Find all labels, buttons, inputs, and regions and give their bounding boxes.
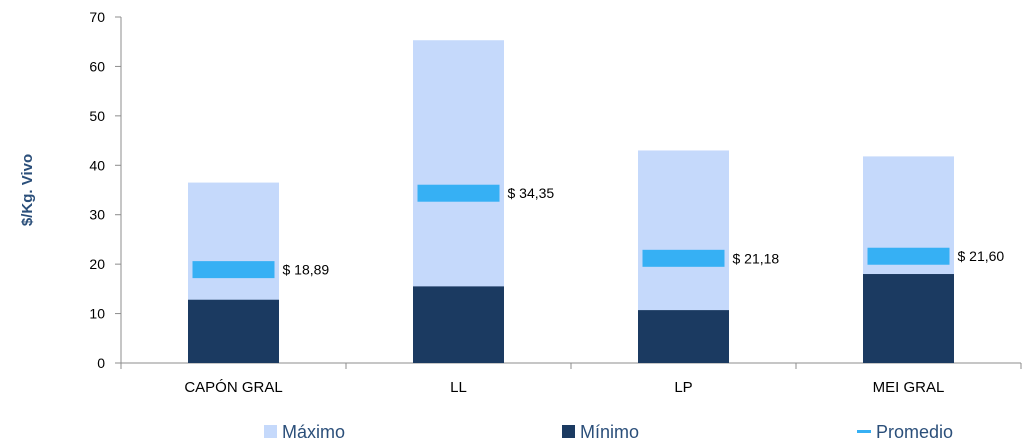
mark-promedio <box>192 261 275 279</box>
data-label: $ 18,89 <box>283 262 330 278</box>
y-tick-label: 20 <box>89 256 105 272</box>
y-tick-label: 70 <box>89 9 105 25</box>
mark-promedio <box>867 247 950 265</box>
legend-swatch-promedio <box>857 430 871 433</box>
legend-label-minimo: Mínimo <box>580 422 639 442</box>
data-label: $ 34,35 <box>508 185 555 201</box>
legend-label-maximo: Máximo <box>282 422 345 442</box>
series-minimo-bars <box>188 274 954 363</box>
data-labels: $ 18,89 $ 34,35 $ 21,18 $ 21,60 <box>283 185 1005 277</box>
x-ticks <box>120 363 1022 369</box>
bar-minimo <box>863 274 954 363</box>
y-tick-label: 30 <box>89 207 105 223</box>
legend-swatch-maximo <box>264 425 277 438</box>
data-label: $ 21,60 <box>958 248 1005 264</box>
y-axis-label: $/Kg. Vivo <box>19 154 36 226</box>
mark-promedio <box>417 184 500 202</box>
x-tick-label: LP <box>674 379 692 396</box>
y-tick-label: 40 <box>89 157 105 173</box>
x-tick-label: CAPÓN GRAL <box>184 379 282 396</box>
y-tick-label: 0 <box>97 355 105 371</box>
bar-minimo <box>638 310 729 363</box>
legend: Máximo Mínimo Promedio <box>264 422 953 442</box>
y-tick-label: 10 <box>89 306 105 322</box>
legend-label-promedio: Promedio <box>876 422 953 442</box>
y-ticks: 0 10 20 30 40 50 60 70 <box>89 9 121 371</box>
series-maximo-bars <box>188 40 954 363</box>
x-tick-label: LL <box>450 379 467 396</box>
legend-swatch-minimo <box>562 425 575 438</box>
y-tick-label: 50 <box>89 108 105 124</box>
series-promedio-marks <box>192 184 950 279</box>
bar-minimo <box>188 299 279 363</box>
category-labels: CAPÓN GRAL LL LP MEI GRAL <box>184 379 944 396</box>
y-tick-label: 60 <box>89 58 105 74</box>
mark-promedio <box>642 249 725 267</box>
bar-minimo <box>413 286 504 363</box>
data-label: $ 21,18 <box>733 250 780 266</box>
x-tick-label: MEI GRAL <box>873 379 945 396</box>
